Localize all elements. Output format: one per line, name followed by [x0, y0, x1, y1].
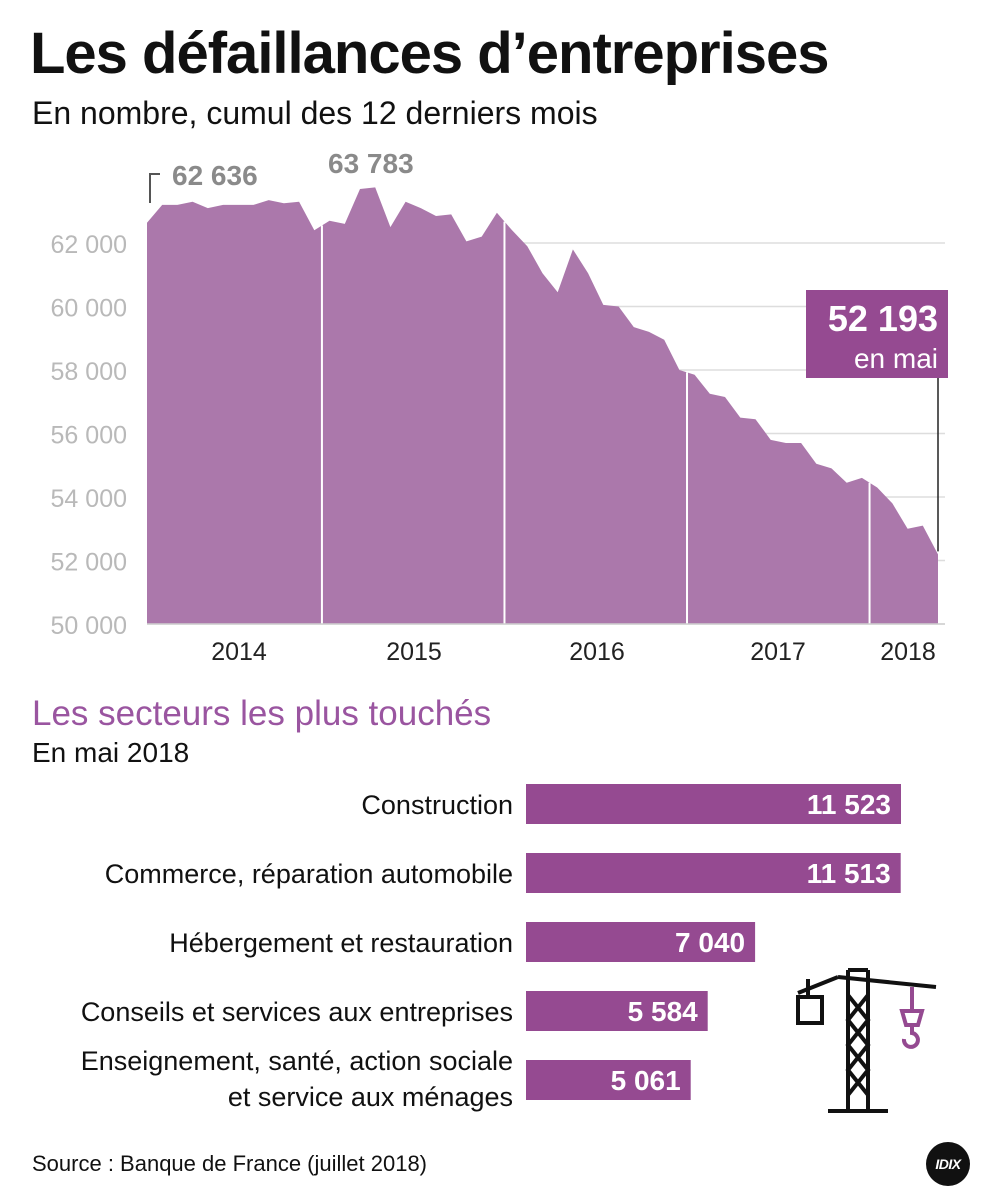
y-tick-label: 54 000	[51, 485, 127, 513]
bar-category-text: et service aux ménages	[228, 1082, 513, 1112]
bar-category-label: Construction	[361, 790, 513, 820]
bar	[526, 922, 756, 962]
y-tick-label: 52 000	[51, 549, 127, 577]
callout-value: 52 193	[828, 298, 938, 339]
callout-box	[806, 290, 948, 378]
bar-chart-subtitle: En mai 2018	[32, 737, 190, 768]
bar-category-text: Enseignement, santé, action sociale	[81, 1046, 513, 1076]
bar-chart: 11 523 Construction 11 513 Commerce, répara…	[81, 784, 901, 1112]
x-tick-label: 2018	[880, 638, 936, 666]
bar	[526, 1060, 691, 1100]
bar-category-label: Commerce, réparation automobile	[105, 859, 513, 889]
x-tick-label: 2015	[386, 638, 442, 666]
bar	[526, 784, 901, 824]
bar	[526, 853, 901, 893]
bar-value-label: 11 523	[807, 789, 891, 820]
peak-bracket	[149, 173, 160, 203]
bar-category-text: Commerce, réparation automobile	[105, 859, 513, 889]
y-tick-label: 58 000	[51, 358, 127, 386]
callout-text: en mai	[854, 343, 938, 374]
area-chart: 62 000 60 000 58 000 56 000 54 000 52 000 50 0…	[51, 148, 948, 666]
y-tick-label: 60 000	[51, 295, 127, 323]
x-tick-label: 2017	[750, 638, 806, 666]
bar-value-label: 11 513	[807, 858, 891, 889]
bar-category-text: Construction	[361, 790, 513, 820]
y-tick-labels: 62 000 60 000 58 000 56 000 54 000 52 000 50 0…	[51, 231, 127, 640]
x-tick-label: 2016	[569, 638, 625, 666]
bar-category-text: Hébergement et restauration	[169, 928, 513, 958]
y-tick-label: 50 000	[51, 612, 127, 640]
area-series	[147, 187, 938, 624]
bar-value-label: 5 061	[611, 1065, 681, 1096]
bar-value-label: 5 584	[628, 996, 698, 1027]
year-dividers	[320, 221, 871, 624]
bar-category-label: Enseignement, santé, action sociale et se…	[81, 1046, 513, 1112]
bar-value-label: 7 040	[675, 927, 745, 958]
bar-category-label: Conseils et services aux entreprises	[81, 997, 513, 1027]
bar-category-text: Conseils et services aux entreprises	[81, 997, 513, 1027]
x-tick-labels: 2014 2015 2016 2017 2018	[211, 638, 936, 666]
chart-title: Les défaillances d’entreprises	[30, 21, 829, 86]
bar-category-label: Hébergement et restauration	[169, 928, 513, 958]
chart-subtitle: En nombre, cumul des 12 derniers mois	[32, 95, 598, 131]
y-tick-label: 62 000	[51, 231, 127, 259]
bar	[526, 991, 708, 1031]
x-tick-label: 2014	[211, 638, 267, 666]
idix-logo: IDIX	[926, 1142, 970, 1186]
crane-icon	[796, 968, 937, 1113]
peak-label-max: 63 783	[328, 148, 414, 179]
peak-label-first: 62 636	[172, 160, 258, 191]
source-note: Source : Banque de France (juillet 2018)	[32, 1151, 428, 1176]
y-tick-label: 56 000	[51, 422, 127, 450]
bar-chart-title: Les secteurs les plus touchés	[32, 694, 492, 733]
